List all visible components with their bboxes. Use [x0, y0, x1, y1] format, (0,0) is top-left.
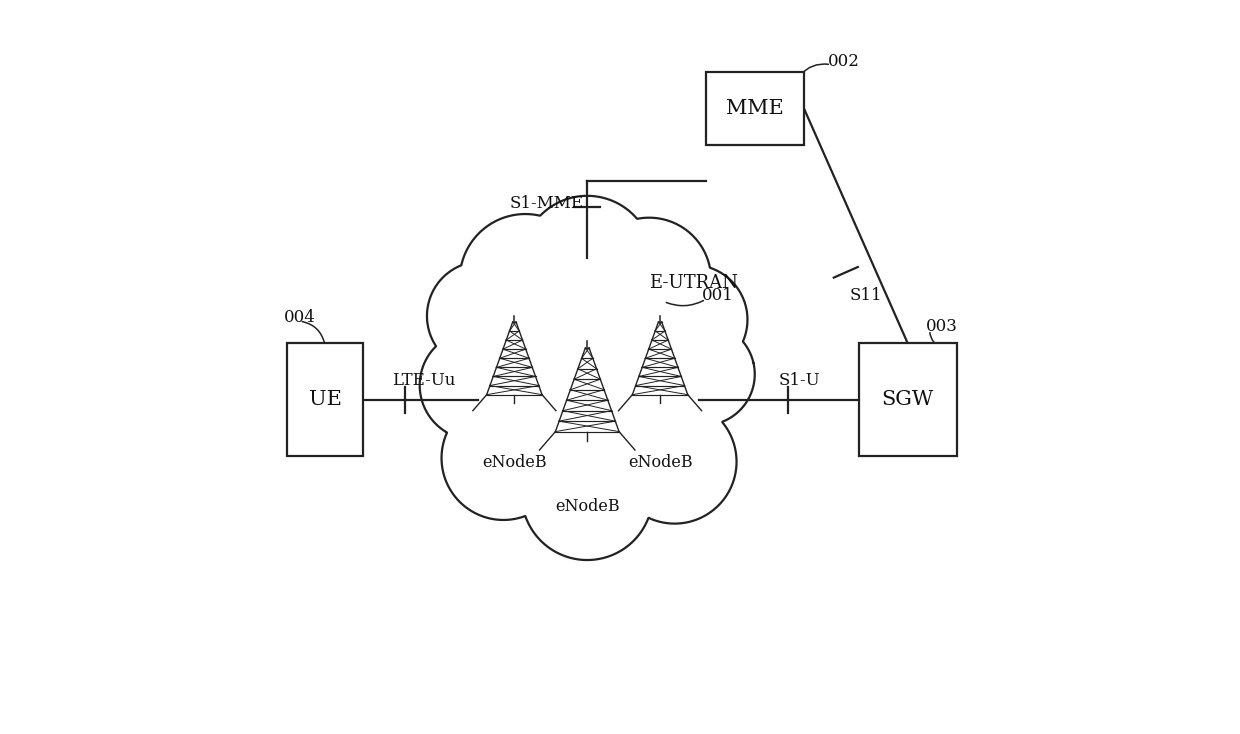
Text: E-UTRAN: E-UTRAN: [649, 275, 738, 292]
Text: eNodeB: eNodeB: [627, 454, 692, 471]
Text: eNodeB: eNodeB: [556, 498, 620, 515]
Text: UE: UE: [309, 390, 341, 410]
Polygon shape: [419, 196, 755, 560]
Text: MME: MME: [725, 99, 784, 118]
Text: 003: 003: [926, 318, 957, 335]
Text: 001: 001: [702, 287, 734, 304]
Text: S11: S11: [849, 287, 882, 304]
FancyBboxPatch shape: [858, 344, 957, 457]
Text: SGW: SGW: [882, 390, 934, 410]
Text: S1-U: S1-U: [779, 372, 821, 389]
FancyBboxPatch shape: [286, 344, 363, 457]
FancyBboxPatch shape: [706, 72, 804, 145]
Text: LTE-Uu: LTE-Uu: [392, 372, 455, 389]
Text: 002: 002: [827, 53, 859, 70]
Text: 004: 004: [284, 309, 315, 326]
Text: S1-MME: S1-MME: [510, 195, 583, 211]
Text: eNodeB: eNodeB: [482, 454, 547, 471]
